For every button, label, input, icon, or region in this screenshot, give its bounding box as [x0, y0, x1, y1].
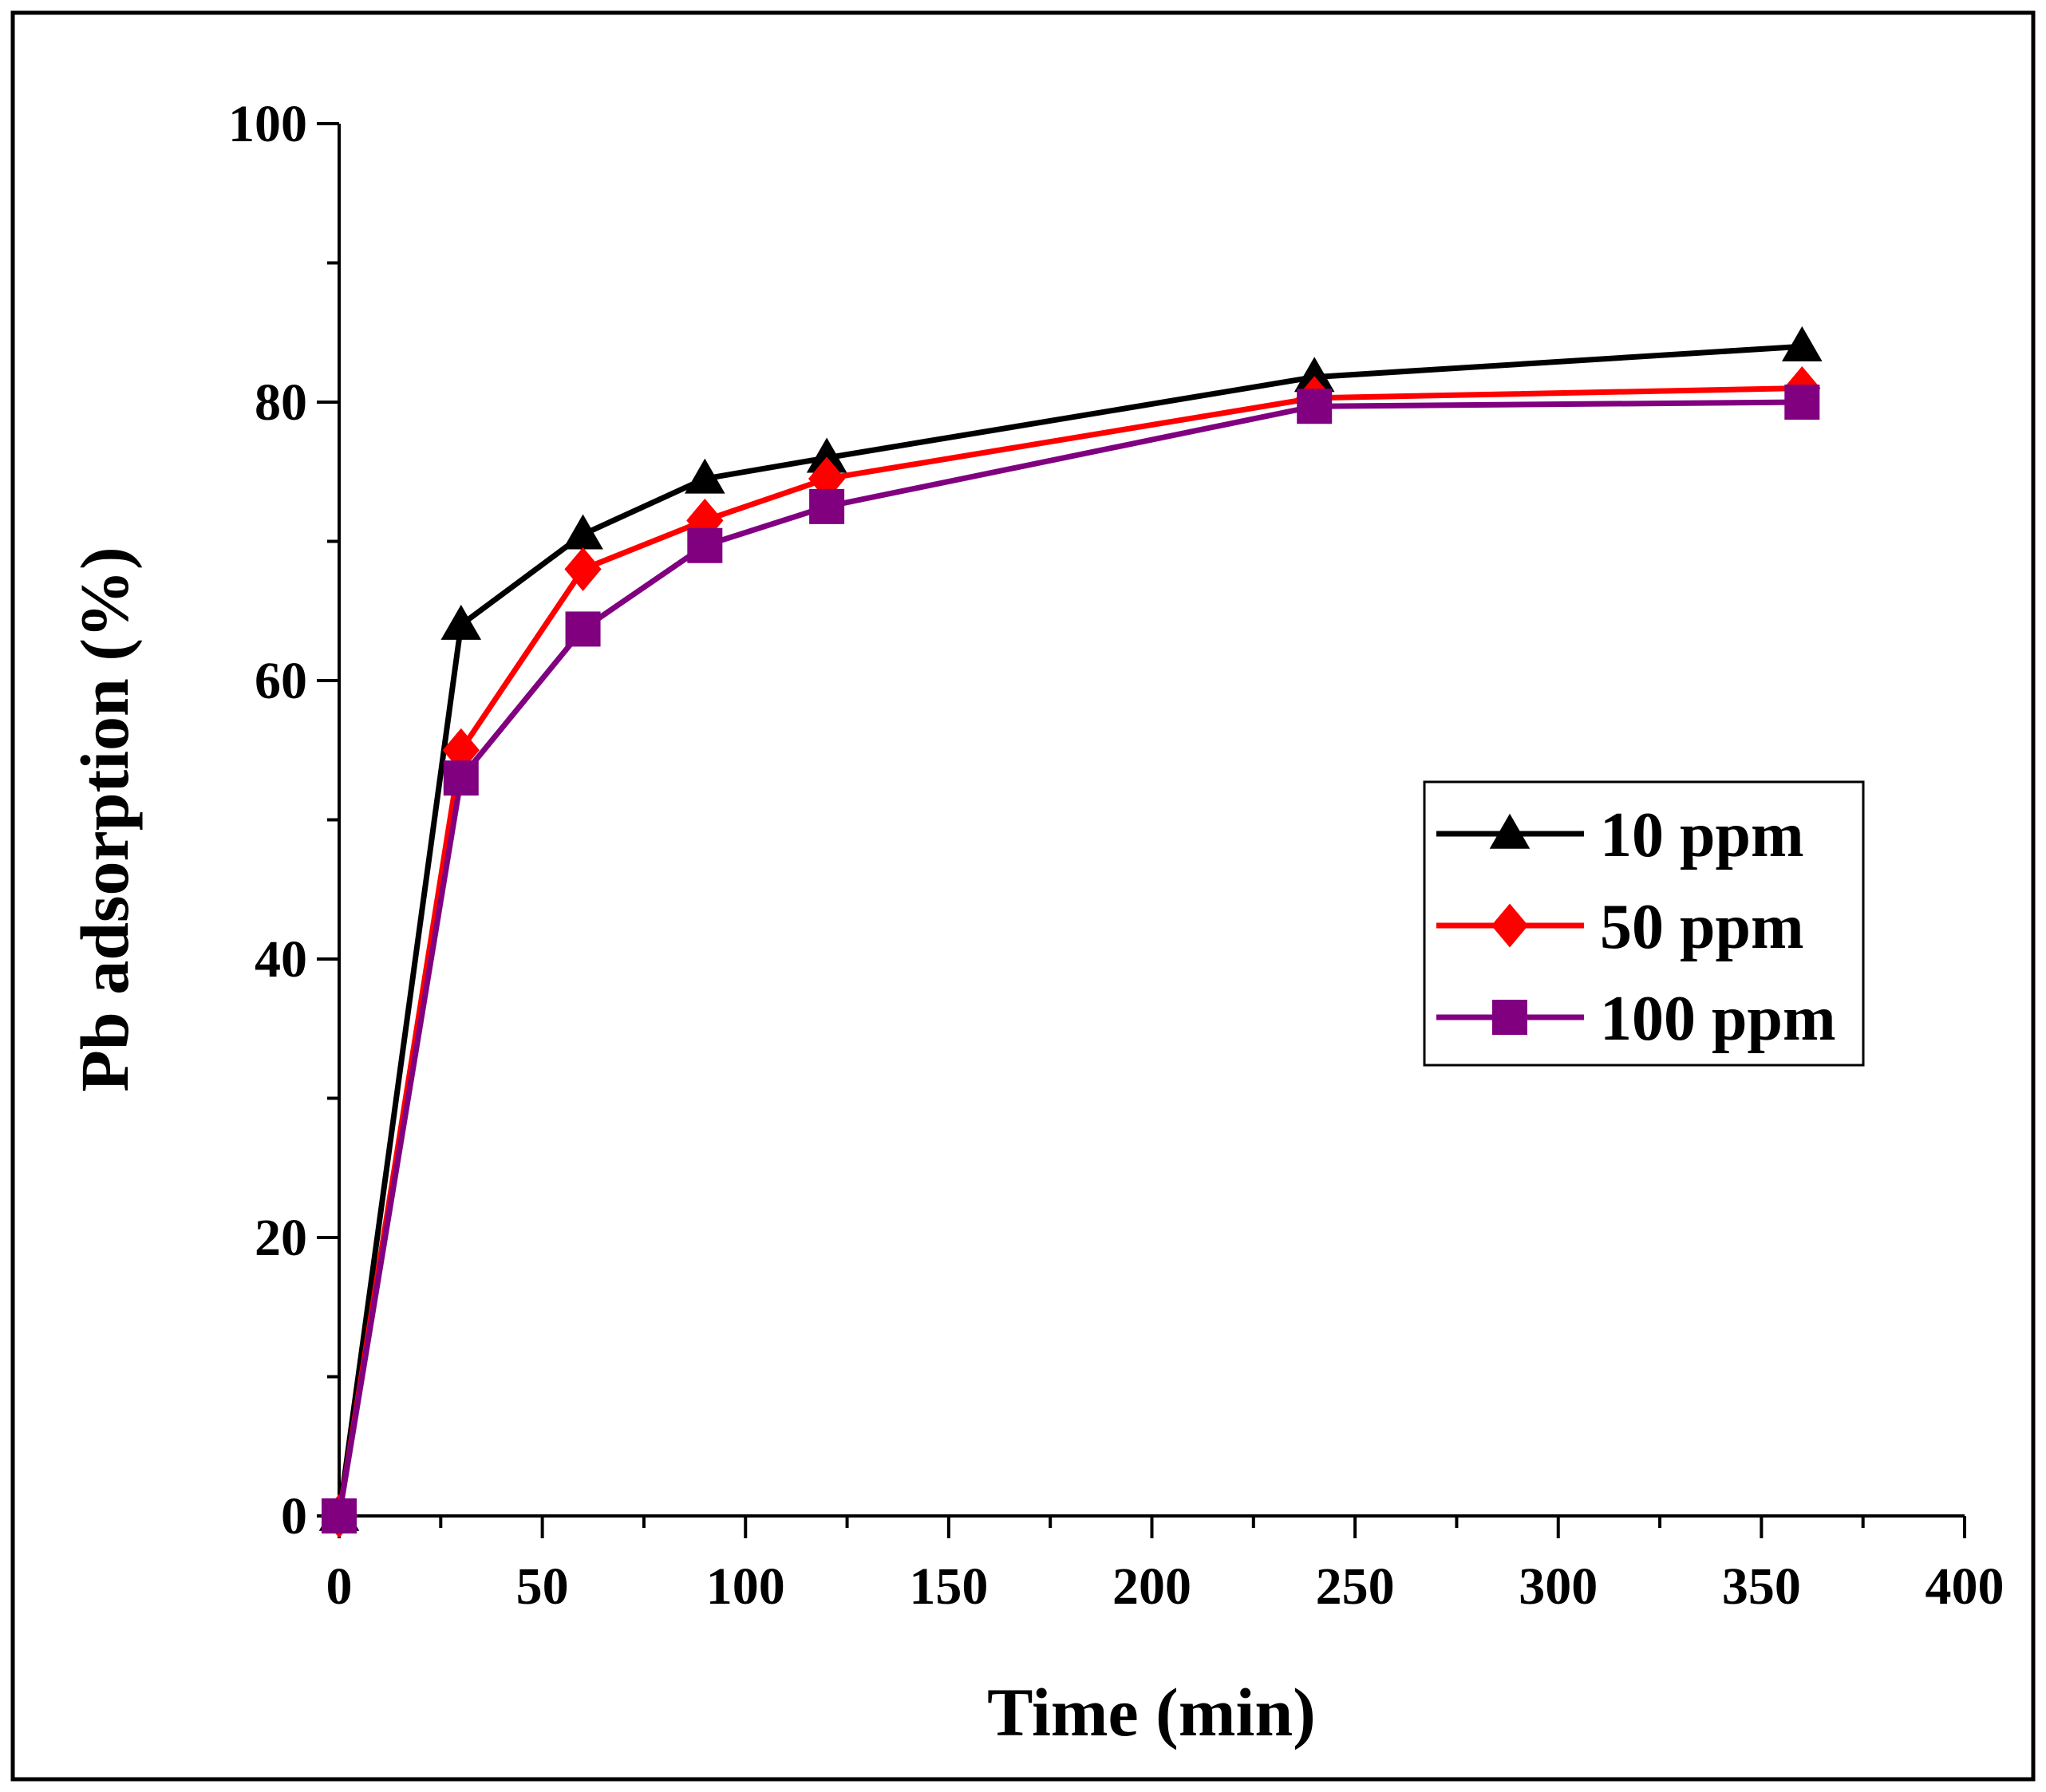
y-tick-label: 40 [255, 930, 307, 989]
axis-tick-labels: 0 50 100 150 200 250 300 350 400 0 20 40 60 80 100 [228, 95, 2005, 1616]
legend-entries: 10 ppm 50 ppm 100 ppm [1436, 800, 1836, 1054]
y-tick-label: 60 [255, 652, 307, 710]
data-point [563, 514, 603, 550]
legend-label: 50 ppm [1600, 892, 1804, 962]
x-tick-label: 0 [326, 1557, 353, 1616]
legend-label: 100 ppm [1600, 984, 1836, 1054]
x-tick-label: 400 [1926, 1557, 2005, 1616]
data-point [809, 488, 845, 524]
legend-entry: 50 ppm [1436, 892, 1804, 962]
y-tick-label: 0 [281, 1487, 307, 1545]
figure-frame [10, 10, 2036, 1782]
data-point [564, 547, 602, 591]
series-group [318, 326, 1823, 1538]
data-point [565, 611, 601, 647]
data-point [806, 437, 847, 473]
legend-entry: 100 ppm [1436, 984, 1836, 1054]
data-point [687, 527, 723, 563]
legend: 10 ppm 50 ppm 100 ppm [1423, 780, 1865, 1067]
legend-marker [1491, 903, 1529, 948]
x-tick-label: 300 [1519, 1557, 1598, 1616]
x-tick-label: 200 [1112, 1557, 1191, 1616]
y-axis-title: Pb adsorption (%) [66, 547, 143, 1091]
y-tick-label: 100 [228, 95, 307, 153]
y-tick-label: 20 [255, 1209, 307, 1267]
data-point [685, 458, 725, 494]
x-tick-label: 150 [909, 1557, 988, 1616]
data-point [1784, 385, 1820, 420]
data-point [1297, 389, 1333, 424]
plot-area: 0 50 100 150 200 250 300 350 400 0 20 40 60 80 100 [228, 95, 2005, 1616]
x-tick-label: 50 [516, 1557, 569, 1616]
data-point [440, 604, 482, 640]
series-2 [322, 385, 1820, 1533]
data-point [443, 760, 479, 796]
legend-entry: 10 ppm [1436, 800, 1804, 870]
x-tick-label: 100 [706, 1557, 785, 1616]
legend-label: 10 ppm [1600, 800, 1804, 870]
x-tick-label: 250 [1316, 1557, 1395, 1616]
data-point [322, 1498, 357, 1533]
data-point [1294, 357, 1335, 393]
axis-ticks [317, 122, 1966, 1538]
data-point [1782, 326, 1823, 361]
x-tick-label: 350 [1722, 1557, 1801, 1616]
y-tick-label: 80 [255, 373, 307, 432]
legend-marker [1489, 813, 1531, 849]
legend-marker [1492, 1000, 1527, 1035]
x-axis-title: Time (min) [987, 1674, 1316, 1751]
